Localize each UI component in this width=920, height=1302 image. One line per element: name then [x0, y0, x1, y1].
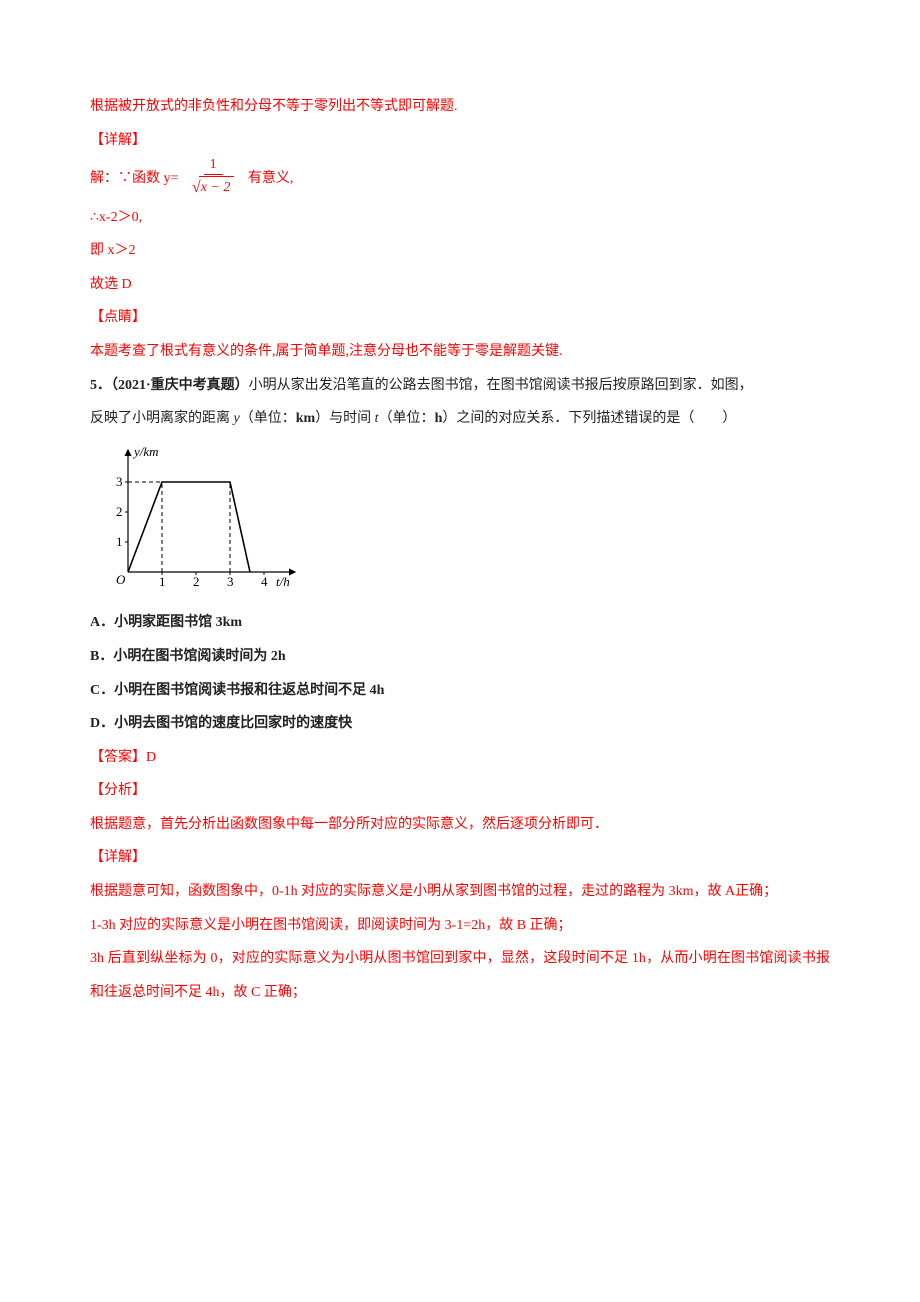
answer-value: D [146, 750, 156, 765]
eq-suffix: 有意义, [248, 171, 294, 186]
option-d-text: D．小明去图书馆的速度比回家时的速度快 [90, 716, 352, 731]
y-ticks: 1 2 3 [116, 474, 128, 549]
x-label: t/h [276, 574, 290, 587]
pointnote-text: 本题考查了根式有意义的条件,属于简单题,注意分母也不能等于零是解题关键. [90, 335, 830, 369]
option-b: B．小明在图书馆阅读时间为 2h [90, 640, 830, 674]
q5-b2-pre: 反映了小明离家的距离 [90, 411, 234, 426]
detail2-p1: 根据题意可知，函数图象中，0-1h 对应的实际意义是小明从家到图书馆的过程，走过… [90, 875, 830, 909]
sqrt: √ x − 2 [192, 175, 234, 201]
line2: ∴x-2＞0, [90, 201, 830, 235]
ytick-1: 1 [116, 534, 123, 549]
q5-prefix: 5．（2021·重庆中考真题） [90, 378, 249, 393]
option-c: C．小明在图书馆阅读书报和往返总时间不足 4h [90, 674, 830, 708]
option-c-text: C．小明在图书馆阅读书报和往返总时间不足 4h [90, 683, 384, 698]
q5-b2-m2: ）与时间 [315, 411, 375, 426]
xtick-1: 1 [159, 574, 166, 587]
option-a-text: A．小明家距图书馆 3km [90, 615, 242, 630]
q5-b2-m3: （单位： [379, 411, 435, 426]
xtick-4: 4 [261, 574, 268, 587]
origin-label: O [116, 572, 126, 587]
equation-line: 解：∵函数 y= 1 √ x − 2 有意义, [90, 157, 830, 200]
pointnote-label: 【点睛】 [90, 301, 830, 335]
q5-km: km [296, 411, 315, 426]
data-line [128, 482, 250, 572]
detail2-p2: 1-3h 对应的实际意义是小明在图书馆阅读，即阅读时间为 3-1=2h，故 B … [90, 909, 830, 943]
analysis-text: 根据题意，首先分析出函数图象中每一部分所对应的实际意义，然后逐项分析即可． [90, 808, 830, 842]
distance-time-chart: 1 2 3 1 2 3 4 y/km t/h O [90, 442, 310, 587]
radicand: x − 2 [199, 176, 235, 199]
eq-prefix: 解：∵函数 y= [90, 171, 178, 186]
options: A．小明家距图书馆 3km B．小明在图书馆阅读时间为 2h C．小明在图书馆阅… [90, 606, 830, 740]
denominator: √ x − 2 [186, 175, 240, 201]
detail-label-2: 【详解】 [90, 841, 830, 875]
x-ticks: 1 2 3 4 [159, 572, 268, 587]
detail-label-1: 【详解】 [90, 124, 830, 158]
ytick-2: 2 [116, 504, 123, 519]
q5-line2: 反映了小明离家的距离 y（单位：km）与时间 t（单位：h）之间的对应关系．下列… [90, 402, 830, 436]
numerator: 1 [204, 157, 223, 175]
xtick-3: 3 [227, 574, 234, 587]
option-d: D．小明去图书馆的速度比回家时的速度快 [90, 707, 830, 741]
q5-b2-m1: （单位： [240, 411, 296, 426]
ytick-3: 3 [116, 474, 123, 489]
answer-line: 【答案】D [90, 741, 830, 775]
answer-label: 【答案】 [90, 750, 146, 765]
fraction: 1 √ x − 2 [186, 157, 240, 200]
y-label: y/km [132, 444, 159, 459]
q5-b2-end: ）之间的对应关系．下列描述错误的是（ ） [442, 411, 736, 426]
q5-body1: 小明从家出发沿笔直的公路去图书馆，在图书馆阅读书报后按原路回到家．如图， [249, 378, 753, 393]
xtick-2: 2 [193, 574, 200, 587]
intro-analysis: 根据被开放式的非负性和分母不等于零列出不等式即可解题. [90, 90, 830, 124]
option-b-text: B．小明在图书馆阅读时间为 2h [90, 649, 286, 664]
detail2-p3: 3h 后直到纵坐标为 0，对应的实际意义为小明从图书馆回到家中，显然，这段时间不… [90, 942, 830, 1009]
line3: 即 x＞2 [90, 234, 830, 268]
q5-line1: 5．（2021·重庆中考真题）小明从家出发沿笔直的公路去图书馆，在图书馆阅读书报… [90, 369, 830, 403]
line4: 故选 D [90, 268, 830, 302]
analysis-label: 【分析】 [90, 774, 830, 808]
option-a: A．小明家距图书馆 3km [90, 606, 830, 640]
